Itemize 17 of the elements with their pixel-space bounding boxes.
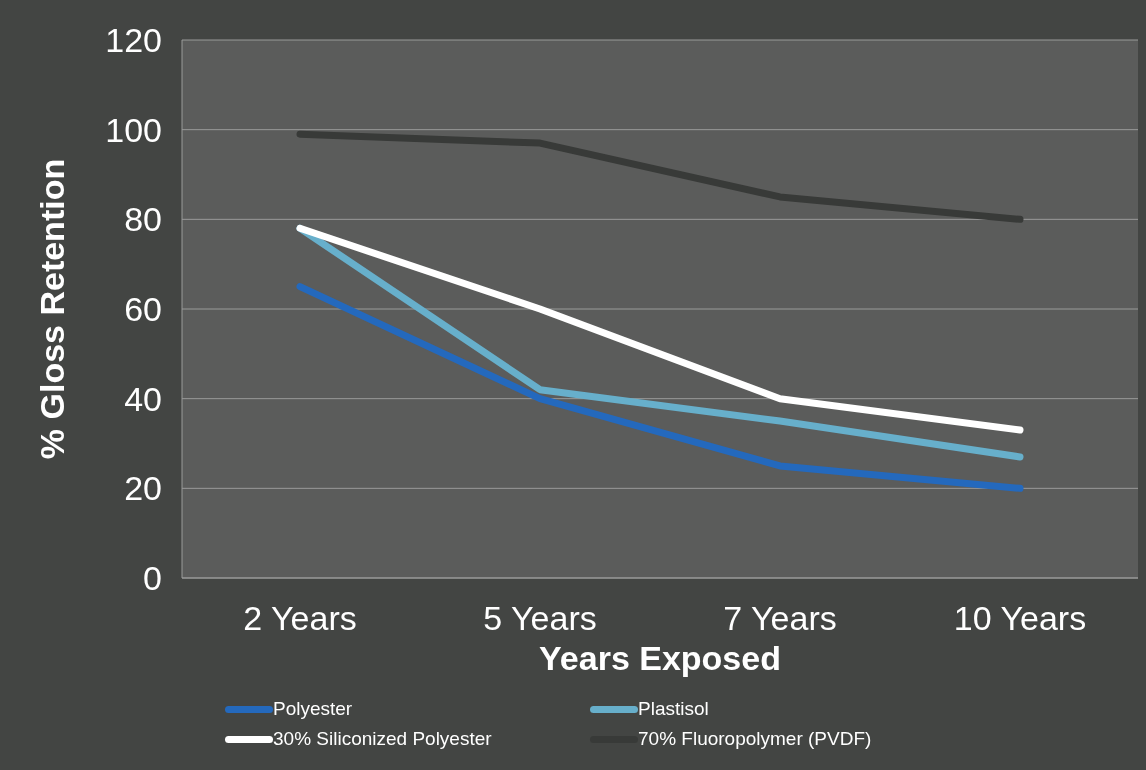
legend-label: 30% Siliconized Polyester xyxy=(273,728,492,750)
x-axis-title: Years Exposed xyxy=(539,639,781,678)
y-tick-label: 40 xyxy=(124,379,162,418)
legend-label: 70% Fluoropolymer (PVDF) xyxy=(638,728,872,750)
y-tick-label: 120 xyxy=(105,21,162,60)
x-tick-label: 10 Years xyxy=(953,599,1087,638)
x-tick-label: 5 Years xyxy=(483,599,597,638)
y-tick-label: 60 xyxy=(124,290,162,329)
y-axis-title: % Gloss Retention xyxy=(33,158,72,460)
y-tick-label: 80 xyxy=(124,200,162,239)
x-tick-label: 7 Years xyxy=(723,599,837,638)
y-tick-label: 100 xyxy=(105,110,162,149)
legend-label: Plastisol xyxy=(638,698,709,720)
y-tick-label: 20 xyxy=(124,469,162,508)
x-tick-label: 2 Years xyxy=(243,599,357,638)
legend-label: Polyester xyxy=(273,698,353,720)
y-tick-label: 0 xyxy=(143,559,162,598)
